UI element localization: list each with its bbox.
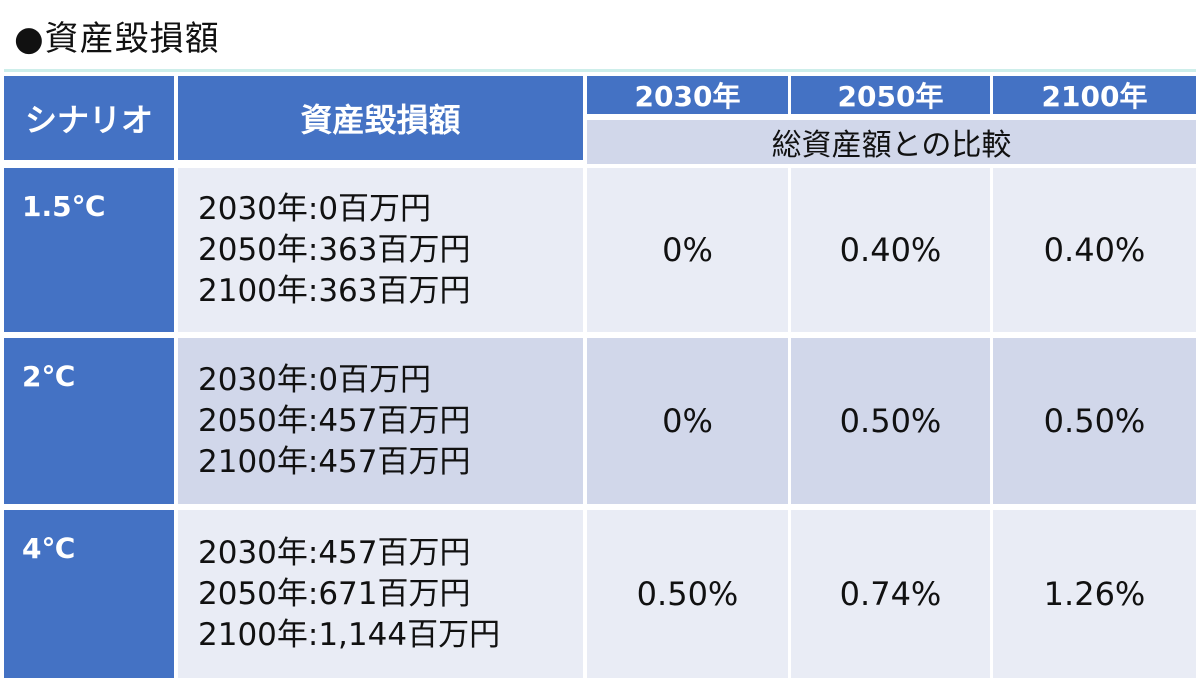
asset-damage-table: シナリオ 資産毀損額 2030年 2050年 2100年 総資産額との比較 1.… (4, 72, 1196, 678)
amount-line: 2050年:363百万円 (198, 231, 471, 268)
amount-line: 2050年:457百万円 (198, 402, 471, 439)
ratio-cell: 0.74% (791, 510, 990, 678)
amount-line: 2030年:457百万円 (198, 534, 471, 571)
scenario-cell: 4℃ (4, 510, 174, 678)
header-year-2100: 2100年 (993, 76, 1196, 114)
ratio-cell: 0.50% (791, 338, 990, 504)
amount-line: 2100年:363百万円 (198, 272, 471, 309)
amount-cell: 2030年:0百万円 2050年:363百万円 2100年:363百万円 (178, 168, 583, 332)
ratio-cell: 0.40% (791, 168, 990, 332)
header-amount: 資産毀損額 (178, 76, 583, 160)
amount-line: 2100年:457百万円 (198, 443, 471, 480)
header-scenario: シナリオ (4, 76, 174, 160)
ratio-cell: 0% (587, 168, 788, 332)
amount-line: 2030年:0百万円 (198, 190, 432, 227)
ratio-cell: 0.40% (993, 168, 1196, 332)
amount-line: 2100年:1,144百万円 (198, 616, 501, 653)
scenario-cell: 1.5℃ (4, 168, 174, 332)
amount-cell: 2030年:0百万円 2050年:457百万円 2100年:457百万円 (178, 338, 583, 504)
ratio-cell: 0% (587, 338, 788, 504)
header-year-2050: 2050年 (791, 76, 990, 114)
scenario-cell: 2℃ (4, 338, 174, 504)
amount-cell: 2030年:457百万円 2050年:671百万円 2100年:1,144百万円 (178, 510, 583, 678)
header-year-2030: 2030年 (587, 76, 788, 114)
divider-line (4, 69, 1196, 72)
amount-line: 2030年:0百万円 (198, 361, 432, 398)
section-title: ●資産毀損額 (14, 19, 220, 59)
ratio-cell: 1.26% (993, 510, 1196, 678)
ratio-cell: 0.50% (587, 510, 788, 678)
ratio-cell: 0.50% (993, 338, 1196, 504)
header-comparison: 総資産額との比較 (587, 120, 1196, 164)
amount-line: 2050年:671百万円 (198, 575, 471, 612)
